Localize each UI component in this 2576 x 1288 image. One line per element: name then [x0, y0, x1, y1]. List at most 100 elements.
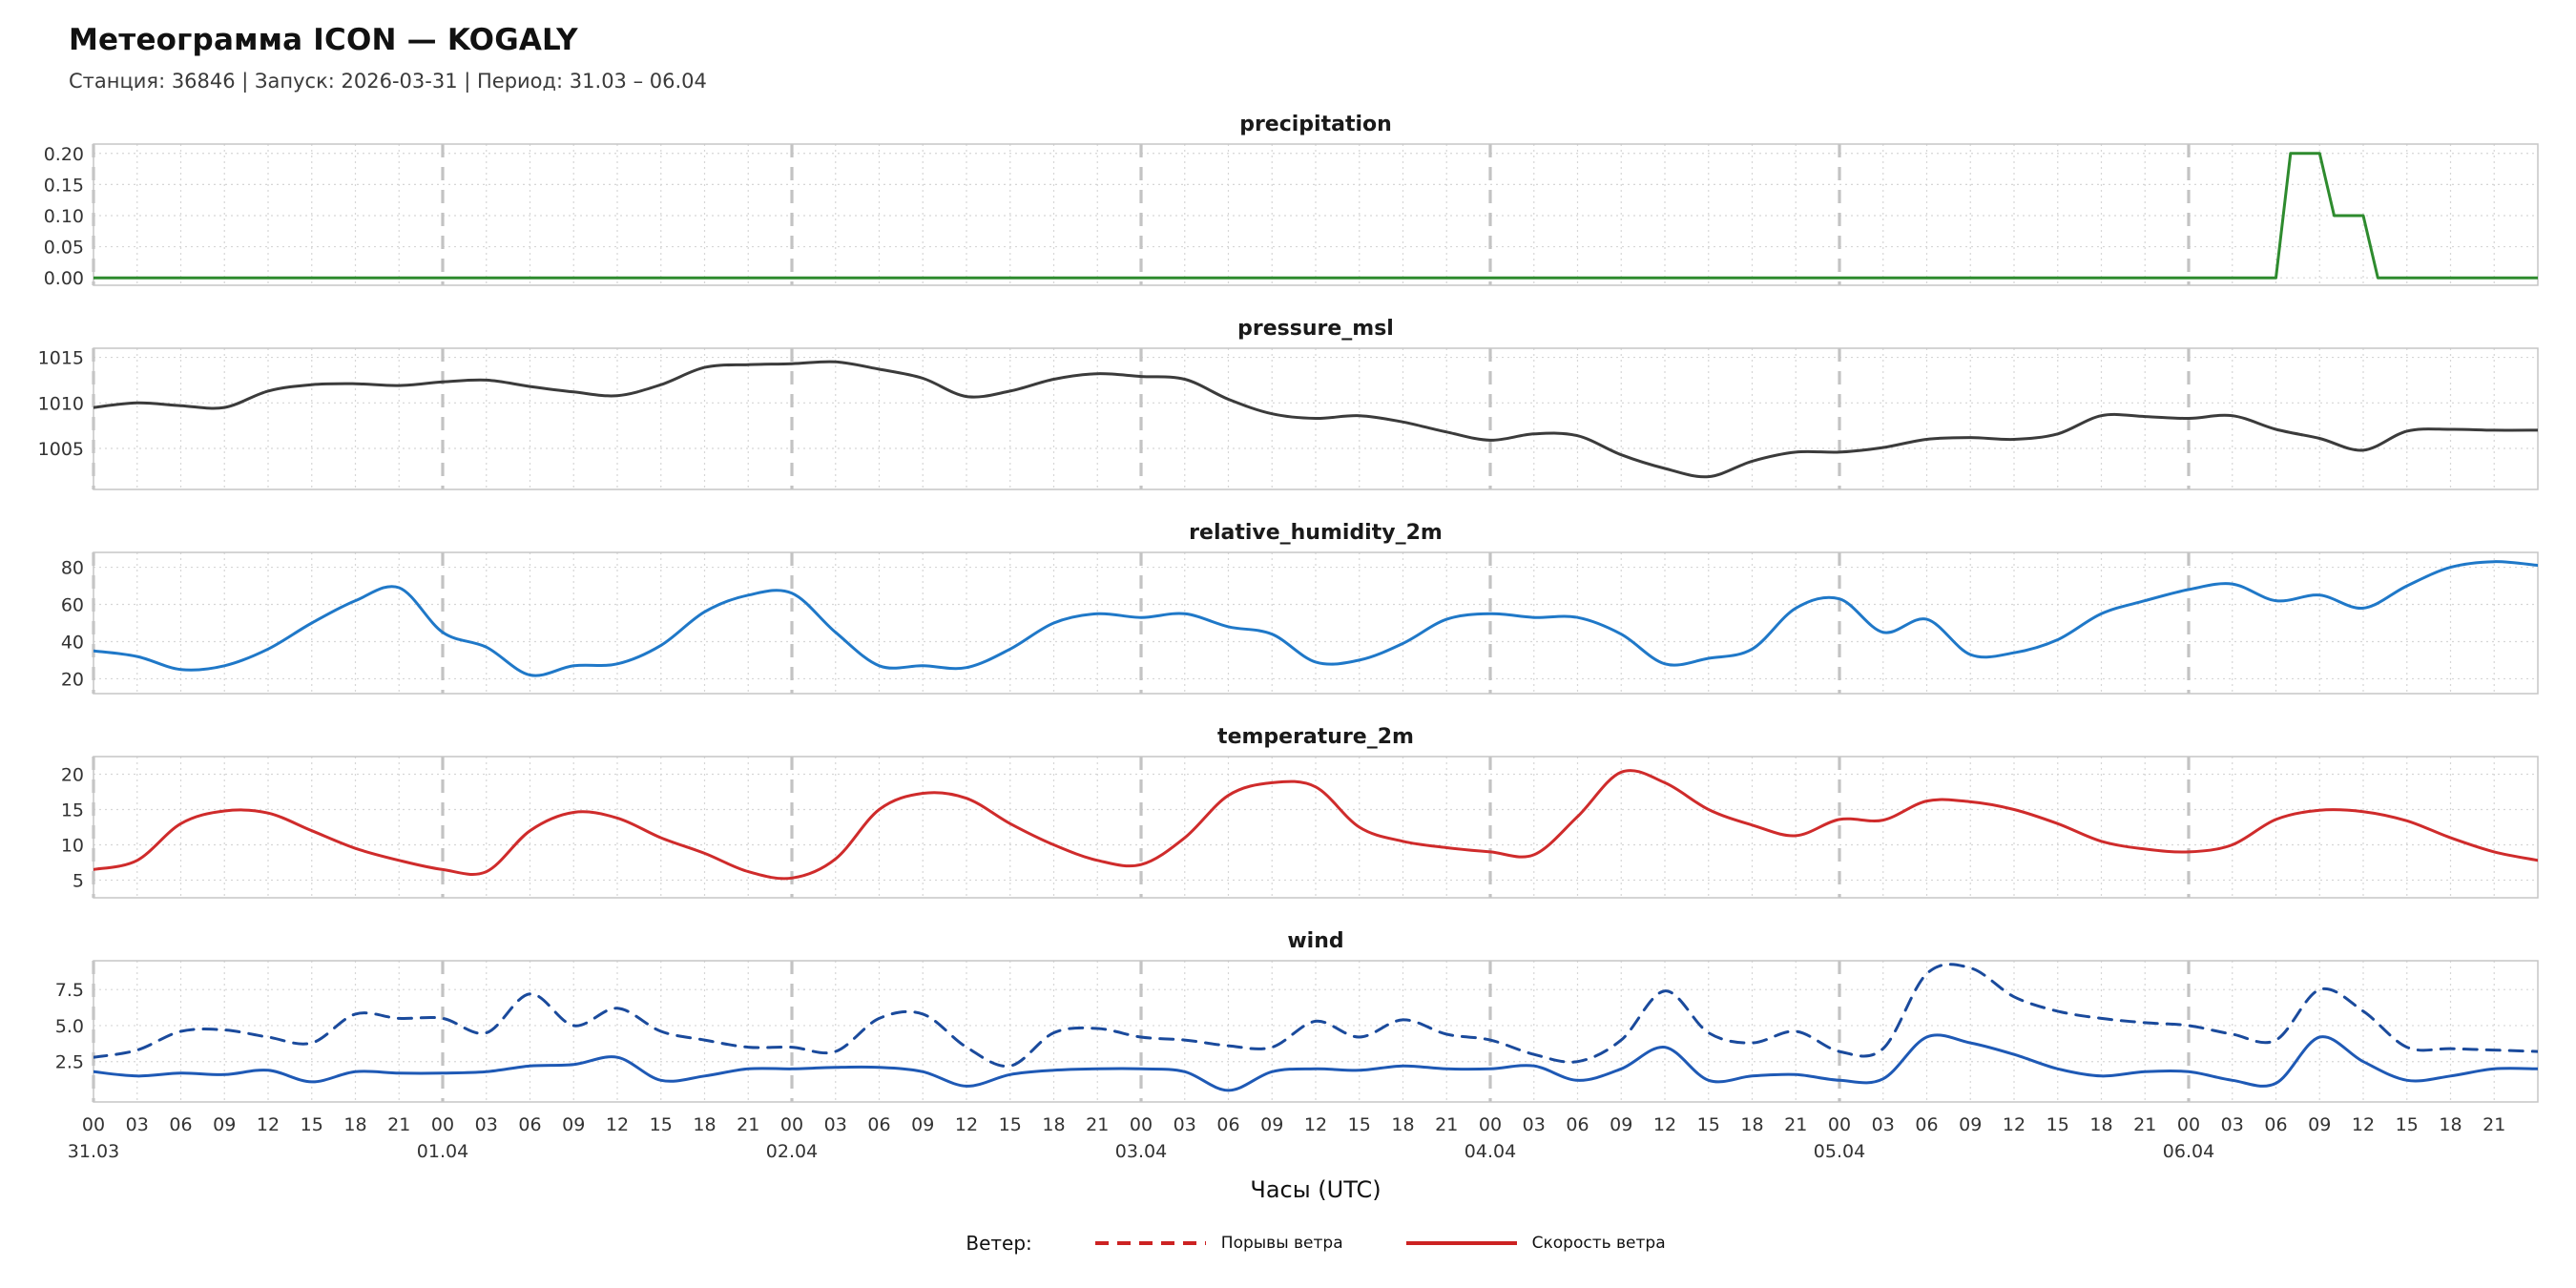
x-tick-label: 21 — [2483, 1114, 2505, 1135]
panel-title: wind — [1287, 929, 1343, 953]
y-tick-label: 7.5 — [55, 980, 84, 1001]
x-tick-label: 15 — [301, 1114, 323, 1135]
y-tick-label: 20 — [61, 669, 84, 690]
day-label: 04.04 — [1465, 1141, 1516, 1162]
day-label: 01.04 — [417, 1141, 468, 1162]
x-tick-label: 06 — [1216, 1114, 1239, 1135]
x-tick-label: 06 — [169, 1114, 192, 1135]
series-Скорость ветра — [93, 1033, 2538, 1092]
x-tick-label: 06 — [867, 1114, 890, 1135]
header: Метеограмма ICON — KOGALY Станция: 36846… — [0, 0, 2576, 93]
x-tick-label: 18 — [2089, 1114, 2112, 1135]
x-tick-label: 06 — [1915, 1114, 1938, 1135]
x-tick-label: 18 — [2439, 1114, 2462, 1135]
x-tick-label: 06 — [518, 1114, 541, 1135]
y-tick-label: 10 — [61, 836, 84, 857]
x-axis-title: Часы (UTC) — [1250, 1176, 1381, 1203]
day-label: 05.04 — [1814, 1141, 1865, 1162]
x-tick-label: 12 — [2003, 1114, 2025, 1135]
series-relative_humidity_2m — [93, 560, 2538, 677]
charts-container: precipitation 0.00 0.05 0.10 0.15 0.20 pressur… — [0, 106, 2576, 1216]
y-tick-label: 0.15 — [44, 175, 84, 196]
x-tick-label: 12 — [1304, 1114, 1327, 1135]
legend-caption: Ветер: — [966, 1232, 1032, 1255]
y-tick-label: 1015 — [38, 348, 84, 369]
series-pressure_msl — [93, 360, 2538, 479]
x-tick-label: 03 — [126, 1114, 149, 1135]
x-tick-label: 21 — [1086, 1114, 1109, 1135]
chart-panel-wind: wind 2.5 5.0 7.5 00 03 06 09 12 15 18 21 00 03 06 09 12 1… — [55, 929, 2539, 1203]
x-tick-label: 18 — [1740, 1114, 1763, 1135]
x-tick-label: 09 — [1610, 1114, 1632, 1135]
page-subtitle: Станция: 36846 | Запуск: 2026-03-31 | Пе… — [69, 70, 707, 93]
series-Порывы ветра — [93, 963, 2538, 1068]
x-tick-label: 18 — [1391, 1114, 1414, 1135]
chart-panel-relative_humidity_2m: relative_humidity_2m 20 40 60 80 — [61, 521, 2539, 695]
y-tick-label: 5.0 — [55, 1016, 84, 1037]
legend-speed-label: Скорость ветра — [1531, 1234, 1666, 1253]
x-tick-label: 21 — [737, 1114, 759, 1135]
x-tick-label: 12 — [257, 1114, 280, 1135]
x-tick-label: 06 — [1566, 1114, 1589, 1135]
x-tick-label: 00 — [1479, 1114, 1502, 1135]
y-tick-label: 40 — [61, 632, 84, 653]
x-tick-label: 21 — [1435, 1114, 1458, 1135]
x-tick-label: 03 — [2221, 1114, 2244, 1135]
x-tick-label: 00 — [1130, 1114, 1153, 1135]
x-tick-label: 15 — [1348, 1114, 1371, 1135]
x-tick-label: 09 — [2308, 1114, 2331, 1135]
x-tick-label: 03 — [1872, 1114, 1895, 1135]
chart-panel-temperature_2m: temperature_2m 5 10 15 20 — [61, 725, 2539, 899]
x-tick-label: 21 — [1784, 1114, 1807, 1135]
x-tick-label: 00 — [82, 1114, 105, 1135]
x-tick-label: 12 — [2352, 1114, 2375, 1135]
x-tick-label: 12 — [1653, 1114, 1676, 1135]
day-label: 06.04 — [2163, 1141, 2214, 1162]
chart-panel-precipitation: precipitation 0.00 0.05 0.10 0.15 0.20 — [44, 113, 2539, 289]
y-tick-label: 80 — [61, 558, 84, 579]
x-tick-label: 00 — [1828, 1114, 1851, 1135]
x-tick-label: 06 — [2264, 1114, 2287, 1135]
x-tick-label: 12 — [606, 1114, 629, 1135]
chart-panel-pressure_msl: pressure_msl 1005 1010 1015 — [38, 317, 2539, 490]
page-title: Метеограмма ICON — KOGALY — [69, 23, 578, 57]
series-precipitation — [93, 152, 2538, 280]
panel-title: pressure_msl — [1237, 317, 1394, 341]
panel-title: relative_humidity_2m — [1189, 521, 1443, 545]
x-tick-label: 18 — [693, 1114, 716, 1135]
y-tick-label: 1005 — [38, 439, 84, 460]
x-tick-label: 15 — [1697, 1114, 1720, 1135]
x-tick-label: 00 — [780, 1114, 803, 1135]
wind-legend: Ветер: Порывы ветра Скорость ветра — [93, 1232, 2538, 1255]
y-tick-label: 60 — [61, 595, 84, 616]
speed-solid-line-icon — [1405, 1241, 1517, 1245]
x-tick-label: 03 — [824, 1114, 847, 1135]
x-tick-label: 09 — [911, 1114, 934, 1135]
legend-item-gusts: Порывы ветра — [1093, 1234, 1343, 1253]
y-tick-label: 0.10 — [44, 206, 84, 227]
x-tick-label: 12 — [955, 1114, 978, 1135]
x-tick-label: 15 — [999, 1114, 1022, 1135]
x-tick-label: 15 — [2046, 1114, 2069, 1135]
y-tick-label: 0.05 — [44, 238, 84, 259]
day-label: 31.03 — [68, 1141, 119, 1162]
x-tick-label: 00 — [2177, 1114, 2200, 1135]
x-tick-label: 21 — [387, 1114, 410, 1135]
series-temperature_2m — [93, 769, 2538, 881]
x-tick-label: 15 — [650, 1114, 673, 1135]
x-tick-label: 15 — [2396, 1114, 2419, 1135]
x-tick-label: 09 — [213, 1114, 236, 1135]
legend-item-speed: Скорость ветра — [1404, 1234, 1666, 1253]
day-label: 03.04 — [1115, 1141, 1167, 1162]
x-tick-label: 00 — [431, 1114, 454, 1135]
y-tick-label: 1010 — [38, 393, 84, 414]
y-tick-label: 15 — [61, 800, 84, 821]
legend-gusts-label: Порывы ветра — [1220, 1234, 1343, 1253]
panel-title: temperature_2m — [1217, 725, 1414, 749]
x-tick-label: 09 — [1260, 1114, 1283, 1135]
y-tick-label: 0.00 — [44, 268, 84, 289]
x-tick-label: 03 — [475, 1114, 498, 1135]
x-tick-label: 03 — [1174, 1114, 1196, 1135]
x-tick-label: 18 — [1042, 1114, 1065, 1135]
y-tick-label: 2.5 — [55, 1052, 84, 1073]
